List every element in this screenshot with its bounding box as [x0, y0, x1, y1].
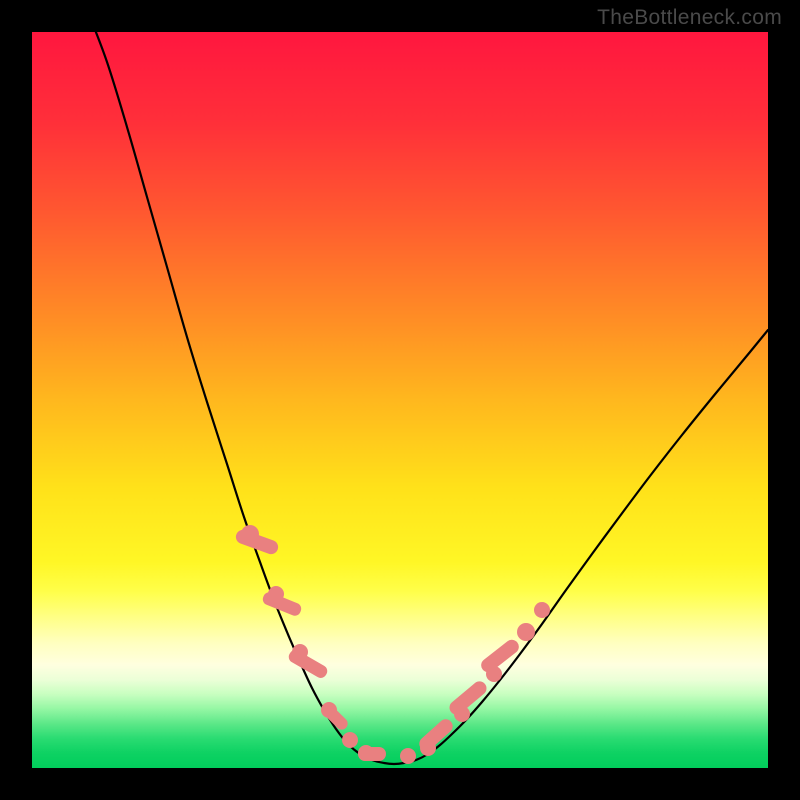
- bottleneck-curve: [88, 32, 768, 764]
- curve-marker: [287, 648, 330, 680]
- curve-marker: [358, 747, 386, 761]
- curve-overlay: [32, 32, 768, 768]
- curve-marker: [342, 732, 358, 748]
- curve-marker: [534, 602, 550, 618]
- curve-marker: [400, 748, 416, 764]
- chart-frame: [32, 32, 768, 768]
- watermark-text: TheBottleneck.com: [597, 6, 782, 30]
- curve-marker: [517, 623, 535, 641]
